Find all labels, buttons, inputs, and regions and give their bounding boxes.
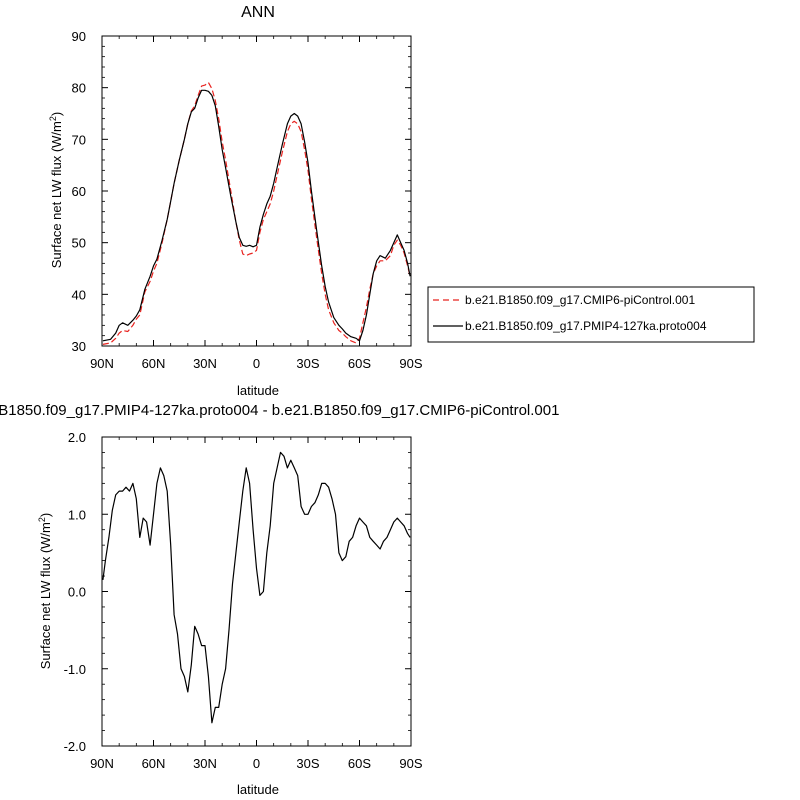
top-x-tick-label: 60N (142, 356, 166, 371)
svg-text:Surface net LW flux (W/m2): Surface net LW flux (W/m2) (48, 112, 64, 269)
top-y-label-sup: 2 (48, 116, 58, 121)
top-y-tick-label: 70 (72, 132, 86, 147)
bottom-y-axis-label: Surface net LW flux (W/m2) (37, 513, 53, 670)
bottom-x-tick-label: 90N (90, 756, 114, 771)
top-plot-frame (101, 35, 412, 347)
top-panel: ANN Surface net LW flux (W/m2) latitude … (48, 4, 423, 398)
bottom-axes: 90N 60N 30N 0 30S 60S 90S -2.0 -1.0 0.0 1.0 2.0 (64, 430, 423, 771)
bottom-x-tick-label: 30N (193, 756, 217, 771)
top-series-line-0 (102, 81, 411, 345)
bottom-y-tick-label: 2.0 (68, 430, 86, 445)
top-x-axis-label: latitude (237, 383, 279, 398)
bottom-x-tick-label: 60S (348, 756, 371, 771)
top-x-tick-label: 30N (193, 356, 217, 371)
top-axes: 90N 60N 30N 0 30S 60S 90S 30 40 50 60 70 80 90 (72, 29, 423, 371)
bottom-y-tick-label: -2.0 (64, 739, 86, 754)
top-x-tick-label: 30S (296, 356, 319, 371)
bottom-plot-frame (101, 436, 412, 747)
svg-text:Surface net LW flux (W/m2): Surface net LW flux (W/m2) (37, 513, 53, 670)
top-y-tick-label: 90 (72, 29, 86, 44)
bottom-y-label-sup: 2 (37, 517, 47, 522)
bottom-y-label-main: Surface net LW flux (W/m (38, 522, 53, 669)
bottom-x-tick-label: 60N (142, 756, 166, 771)
legend-label-picontrol: b.e21.B1850.f09_g17.CMIP6-piControl.001 (465, 293, 695, 307)
top-y-tick-label: 60 (72, 184, 86, 199)
bottom-panel: b.e21.B1850.f09_g17.PMIP4-127ka.proto004… (0, 402, 559, 797)
top-series-lines (102, 81, 411, 345)
bottom-series-lines (102, 451, 411, 724)
top-chart-title: ANN (241, 4, 275, 21)
bottom-y-tick-label: 0.0 (68, 585, 86, 600)
bottom-x-tick-label: 0 (253, 756, 260, 771)
top-y-label-end: ) (49, 112, 64, 116)
top-x-tick-label: 0 (253, 356, 260, 371)
top-x-tick-label: 90S (399, 356, 422, 371)
bottom-y-label-end: ) (38, 513, 53, 517)
top-x-tick-label: 90N (90, 356, 114, 371)
bottom-y-tick-label: -1.0 (64, 662, 86, 677)
bottom-y-tick-label: 1.0 (68, 507, 86, 522)
legend-box (427, 286, 755, 343)
bottom-x-tick-label: 30S (296, 756, 319, 771)
top-y-tick-label: 50 (72, 236, 86, 251)
bottom-chart-title: b.e21.B1850.f09_g17.PMIP4-127ka.proto004… (0, 402, 559, 419)
top-y-axis-label: Surface net LW flux (W/m2) (48, 112, 64, 269)
top-y-tick-label: 30 (72, 339, 86, 354)
legend-label-127ka: b.e21.B1850.f09_g17.PMIP4-127ka.proto004 (465, 319, 707, 333)
bottom-x-tick-label: 90S (399, 756, 422, 771)
top-series-line-1 (102, 89, 411, 342)
top-x-tick-label: 60S (348, 356, 371, 371)
top-y-label-main: Surface net LW flux (W/m (49, 121, 64, 268)
legend: b.e21.B1850.f09_g17.CMIP6-piControl.001 … (427, 286, 755, 343)
bottom-series-line-0 (102, 451, 411, 724)
bottom-x-axis-label: latitude (237, 782, 279, 797)
top-y-tick-label: 40 (72, 287, 86, 302)
top-y-tick-label: 80 (72, 81, 86, 96)
